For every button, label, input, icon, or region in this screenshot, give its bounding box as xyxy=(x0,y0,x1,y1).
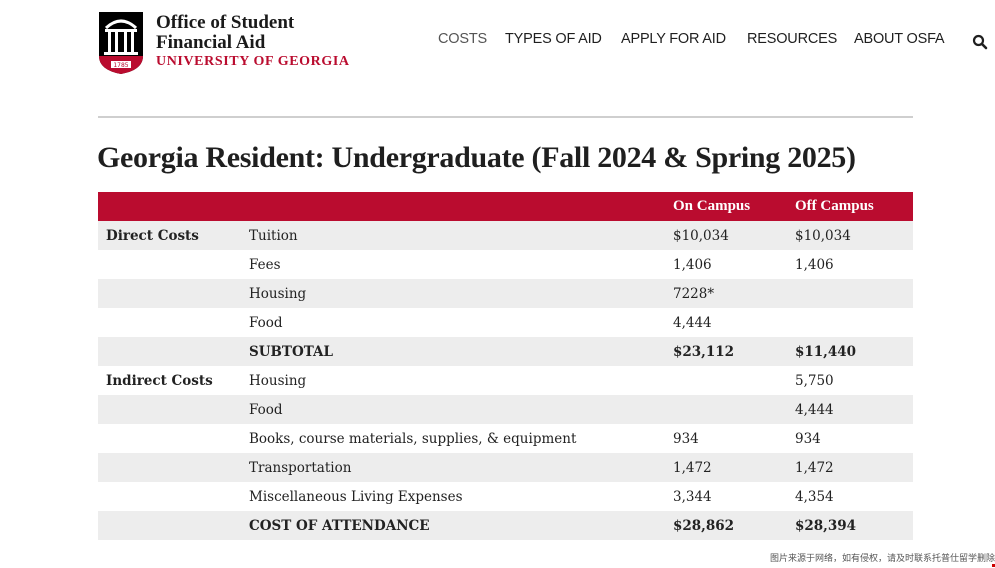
table-row: Direct Costs Tuition $10,034 $10,034 xyxy=(98,221,913,250)
row-on-campus: 1,406 xyxy=(673,256,712,273)
row-off-campus xyxy=(787,279,913,308)
search-icon[interactable] xyxy=(972,34,988,50)
row-item: COST OF ATTENDANCE xyxy=(241,511,665,540)
row-category xyxy=(98,337,241,366)
row-category xyxy=(98,424,241,453)
subtotal-row: SUBTOTAL $23,112 $11,440 xyxy=(98,337,913,366)
row-category: Direct Costs xyxy=(98,221,241,250)
row-item: Transportation xyxy=(241,453,665,482)
row-category xyxy=(98,308,241,337)
table-header-row: On Campus Off Campus xyxy=(98,192,913,221)
table-row: Fees 1,406 1,406 xyxy=(98,250,913,279)
row-on-campus xyxy=(665,395,787,424)
brand-wordmark[interactable]: Office of Student Financial Aid UNIVERSI… xyxy=(156,13,350,70)
nav-item-apply-for-aid[interactable]: APPLY FOR AID xyxy=(621,31,726,47)
row-off-campus: 1,472 xyxy=(787,453,913,482)
table-row: Miscellaneous Living Expenses 3,344 4,35… xyxy=(98,482,913,511)
row-item: Housing xyxy=(249,372,307,389)
row-on-campus: 1,472 xyxy=(665,453,787,482)
table-row: Transportation 1,472 1,472 xyxy=(98,453,913,482)
row-off-campus: $28,394 xyxy=(787,511,913,540)
row-category xyxy=(98,279,241,308)
row-off-campus: $10,034 xyxy=(787,221,913,250)
total-row: COST OF ATTENDANCE $28,862 $28,394 xyxy=(98,511,913,540)
watermark-mark xyxy=(992,564,995,567)
row-item: Books, course materials, supplies, & equ… xyxy=(249,430,577,447)
brand-university-name: UNIVERSITY OF GEORGIA xyxy=(156,54,350,69)
page-title: Georgia Resident: Undergraduate (Fall 20… xyxy=(97,141,856,174)
row-off-campus xyxy=(787,308,913,337)
row-on-campus: 934 xyxy=(673,430,699,447)
row-off-campus: 1,406 xyxy=(795,256,834,273)
header-category xyxy=(98,192,241,221)
row-on-campus: 4,444 xyxy=(673,314,712,331)
table-row: Food 4,444 xyxy=(98,395,913,424)
row-on-campus: $28,862 xyxy=(665,511,787,540)
row-category xyxy=(98,511,241,540)
header-off-campus: Off Campus xyxy=(787,192,913,221)
row-item: Tuition xyxy=(241,221,665,250)
row-off-campus: 4,354 xyxy=(795,488,834,505)
row-on-campus xyxy=(665,366,787,395)
table-row: Housing 7228* xyxy=(98,279,913,308)
table-row: Books, course materials, supplies, & equ… xyxy=(98,424,913,453)
row-off-campus: 4,444 xyxy=(787,395,913,424)
nav-item-resources[interactable]: RESOURCES xyxy=(747,31,838,47)
header-on-campus: On Campus xyxy=(665,192,787,221)
site-header: 1785 Office of Student Financial Aid UNI… xyxy=(0,0,995,90)
nav-item-about-osfa[interactable]: ABOUT OSFA xyxy=(854,31,945,47)
table-row: Food 4,444 xyxy=(98,308,913,337)
row-category: Indirect Costs xyxy=(106,372,213,389)
brand-office-title: Office of Student xyxy=(156,12,295,33)
row-on-campus: 3,344 xyxy=(673,488,712,505)
row-category xyxy=(98,250,241,279)
row-item: Food xyxy=(241,395,665,424)
svg-text:1785: 1785 xyxy=(113,62,128,69)
row-item: SUBTOTAL xyxy=(241,337,665,366)
row-on-campus: $10,034 xyxy=(665,221,787,250)
header-item xyxy=(241,192,665,221)
nav-item-types-of-aid[interactable]: TYPES OF AID xyxy=(505,31,602,47)
row-on-campus: $23,112 xyxy=(665,337,787,366)
row-on-campus: 7228* xyxy=(665,279,787,308)
image-source-watermark: 图片来源于网络，如有侵权，请及时联系托普仕留学删除 xyxy=(769,554,995,564)
table-row: Indirect Costs Housing 5,750 xyxy=(98,366,913,395)
row-item: Food xyxy=(249,314,283,331)
uga-arch-logo-icon[interactable]: 1785 xyxy=(99,12,143,74)
row-off-campus: $11,440 xyxy=(787,337,913,366)
header-divider xyxy=(98,116,913,118)
main-nav: COSTS TYPES OF AID APPLY FOR AID RESOURC… xyxy=(0,31,995,53)
brand-office-subtitle: Financial Aid xyxy=(156,32,266,53)
row-off-campus: 934 xyxy=(795,430,821,447)
cost-of-attendance-table: On Campus Off Campus Direct Costs Tuitio… xyxy=(98,192,913,540)
row-item: Fees xyxy=(249,256,281,273)
row-category xyxy=(98,453,241,482)
row-category xyxy=(98,395,241,424)
row-item: Housing xyxy=(241,279,665,308)
nav-item-costs[interactable]: COSTS xyxy=(438,31,487,47)
row-item: Miscellaneous Living Expenses xyxy=(249,488,463,505)
row-off-campus: 5,750 xyxy=(795,372,834,389)
row-category xyxy=(98,482,241,511)
